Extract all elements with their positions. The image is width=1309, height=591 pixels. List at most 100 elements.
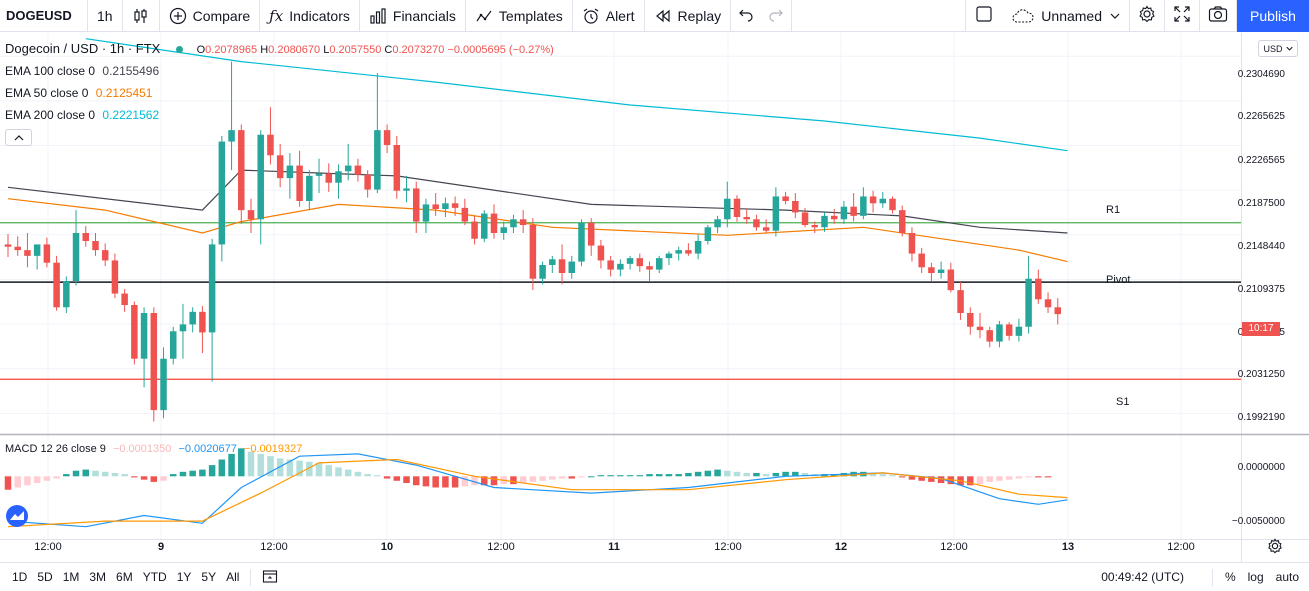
macd-histogram-bar: [918, 476, 925, 481]
interval-button[interactable]: 1h: [88, 0, 123, 32]
layout-name-button[interactable]: Unnamed: [1002, 0, 1130, 32]
range-1m-button[interactable]: 1M: [62, 570, 80, 584]
macd-histogram-bar: [315, 462, 323, 477]
macd-histogram-bar: [422, 476, 430, 487]
candle-up: [568, 261, 576, 273]
macd-axis-label: 0.0000000: [1237, 462, 1285, 473]
range-1d-button[interactable]: 1D: [12, 570, 28, 584]
candle-up: [937, 269, 945, 273]
symbol-search-button[interactable]: DOGEUSD: [0, 0, 88, 32]
replay-button[interactable]: Replay: [645, 0, 732, 32]
publish-button[interactable]: Publish: [1237, 0, 1309, 32]
candle-down: [471, 221, 478, 239]
macd-histogram-bar: [471, 476, 478, 486]
redo-button[interactable]: [761, 0, 793, 32]
macd-histogram-bar: [306, 461, 313, 477]
date-range-button[interactable]: [257, 569, 283, 586]
s1-label: S1: [1116, 396, 1130, 408]
log-scale-button[interactable]: log: [1247, 570, 1264, 584]
macd-histogram-bar: [636, 475, 644, 477]
templates-label: Templates: [498, 7, 563, 24]
candle-down: [762, 227, 770, 231]
time-label: 12:00: [940, 541, 968, 553]
time-label: 13: [1061, 541, 1075, 553]
auto-scale-button[interactable]: auto: [1275, 570, 1299, 584]
macd-histogram-bar: [675, 474, 682, 477]
pivot-label: Pivot: [1106, 274, 1131, 286]
macd-histogram-bar: [792, 471, 799, 477]
macd-histogram-bar: [617, 475, 624, 477]
compare-button[interactable]: Compare: [160, 0, 261, 32]
macd-histogram-bar: [238, 448, 245, 477]
range-3m-button[interactable]: 3M: [89, 570, 107, 584]
financials-button[interactable]: Financials: [360, 0, 466, 32]
utc-clock[interactable]: 00:49:42 (UTC): [1101, 570, 1184, 584]
macd-histogram-bar: [72, 470, 80, 477]
macd-histogram-bar: [92, 470, 99, 477]
low-value: 0.2057550: [329, 44, 382, 56]
candle-up: [344, 165, 352, 172]
macd-histogram-bar: [247, 451, 255, 477]
candle-down: [743, 217, 750, 220]
macd-line-value: −0.0020677: [178, 443, 237, 455]
candle-down: [967, 313, 974, 327]
candle-down: [811, 225, 819, 228]
ema100-line: [7, 169, 1068, 234]
ema200-legend[interactable]: EMA 200 close 0 0.2221562: [5, 108, 159, 122]
candle-up: [578, 222, 585, 262]
range-5y-button[interactable]: 5Y: [201, 570, 217, 584]
snapshot-button[interactable]: [1200, 0, 1237, 32]
candle-down: [4, 244, 12, 247]
alert-button[interactable]: Alert: [573, 0, 645, 32]
redo-icon: [768, 6, 784, 25]
range-1y-button[interactable]: 1Y: [176, 570, 192, 584]
candle-up: [306, 175, 313, 201]
bar-chart-icon: [369, 7, 387, 25]
candle-down: [383, 130, 391, 145]
fullscreen-button[interactable]: [1165, 0, 1200, 32]
candle-down: [101, 250, 109, 261]
price-chart[interactable]: [0, 33, 1309, 562]
candle-up: [315, 173, 323, 176]
cloud-icon: [1011, 8, 1035, 24]
divider: [1211, 568, 1213, 586]
candle-down: [850, 206, 857, 216]
chart-settings-button[interactable]: [1267, 538, 1283, 559]
macd-histogram-bar: [393, 476, 401, 481]
macd-histogram-bar: [344, 469, 352, 477]
macd-histogram-bar: [753, 472, 760, 477]
macd-histogram-bar: [1044, 476, 1052, 478]
range-all-button[interactable]: All: [226, 570, 240, 584]
macd-histogram-bar: [228, 453, 235, 477]
chart-type-button[interactable]: [123, 0, 160, 32]
candle-up: [821, 215, 828, 228]
currency-button[interactable]: USD: [1258, 40, 1298, 57]
ema100-legend[interactable]: EMA 100 close 0 0.2155496: [5, 64, 159, 78]
settings-button[interactable]: [1130, 0, 1165, 32]
candle-up: [140, 313, 148, 359]
indicators-button[interactable]: ƒx Indicators: [260, 0, 360, 32]
undo-button[interactable]: [731, 0, 761, 32]
macd-legend[interactable]: MACD 12 26 close 9 −0.0001350 −0.0020677…: [5, 443, 302, 455]
range-6m-button[interactable]: 6M: [116, 570, 133, 584]
low-label: L: [323, 44, 330, 56]
candle-down: [1005, 324, 1013, 336]
legend-collapse-button[interactable]: [5, 129, 32, 146]
macd-histogram-bar: [801, 472, 809, 477]
candle-down: [753, 219, 760, 228]
change-value: −0.0005695 (−0.27%): [447, 44, 554, 56]
macd-histogram-bar: [597, 475, 605, 477]
ema50-legend[interactable]: EMA 50 close 0 0.2125451: [5, 86, 152, 100]
layout-name-label: Unnamed: [1041, 7, 1102, 24]
fullscreen-layout-button[interactable]: [965, 0, 1002, 32]
candle-down: [1035, 278, 1042, 300]
percent-scale-button[interactable]: %: [1224, 570, 1236, 584]
range-5d-button[interactable]: 5D: [37, 570, 53, 584]
tradingview-logo-icon[interactable]: [6, 505, 28, 527]
range-ytd-button[interactable]: YTD: [142, 570, 167, 584]
macd-histogram-bar: [4, 476, 12, 490]
macd-histogram-bar: [986, 476, 993, 482]
price-label: 0.2148440: [1237, 241, 1285, 252]
templates-button[interactable]: Templates: [466, 0, 573, 32]
candle-down: [976, 326, 984, 331]
